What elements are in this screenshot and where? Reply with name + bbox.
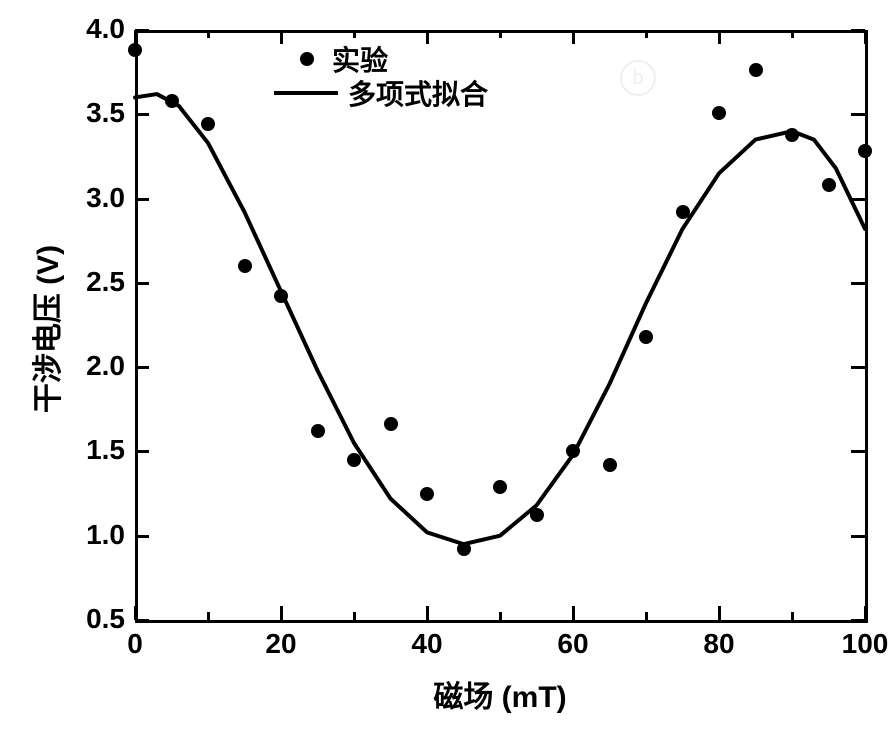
data-point bbox=[347, 453, 361, 467]
x-tick bbox=[280, 606, 283, 620]
x-tick-label: 100 bbox=[835, 628, 895, 660]
legend-marker-dot-icon bbox=[300, 52, 314, 66]
y-tick-label: 3.5 bbox=[86, 97, 125, 129]
y-tick-label: 1.0 bbox=[86, 519, 125, 551]
data-point bbox=[384, 417, 398, 431]
y-tick-label: 0.5 bbox=[86, 603, 125, 635]
data-point bbox=[238, 259, 252, 273]
y-tick-label: 1.5 bbox=[86, 434, 125, 466]
data-point bbox=[311, 424, 325, 438]
legend-marker-line-icon bbox=[274, 91, 338, 95]
x-tick bbox=[353, 612, 356, 620]
x-tick bbox=[718, 606, 721, 620]
data-point bbox=[274, 289, 288, 303]
data-point bbox=[639, 330, 653, 344]
chart-legend: 实验多项式拟合 bbox=[260, 42, 488, 110]
data-point bbox=[493, 480, 507, 494]
y-tick bbox=[851, 282, 865, 285]
x-axis-label: 磁场 (mT) bbox=[135, 672, 865, 716]
data-point bbox=[420, 487, 434, 501]
legend-row: 实验 bbox=[260, 42, 488, 76]
y-tick bbox=[135, 535, 149, 538]
data-point bbox=[785, 128, 799, 142]
y-tick-label: 4.0 bbox=[86, 13, 125, 45]
y-tick-label: 2.5 bbox=[86, 266, 125, 298]
y-tick-label: 2.0 bbox=[86, 350, 125, 382]
y-tick bbox=[135, 282, 149, 285]
x-tick-label: 20 bbox=[251, 628, 311, 660]
plot-frame-right bbox=[865, 30, 868, 623]
x-tick bbox=[499, 612, 502, 620]
data-point bbox=[165, 94, 179, 108]
x-tick bbox=[572, 606, 575, 620]
y-tick bbox=[135, 198, 149, 201]
y-tick bbox=[851, 619, 865, 622]
x-tick bbox=[645, 612, 648, 620]
data-point bbox=[603, 458, 617, 472]
watermark-icon: b bbox=[620, 60, 656, 96]
data-point bbox=[201, 117, 215, 131]
y-tick bbox=[135, 366, 149, 369]
x-tick bbox=[791, 612, 794, 620]
y-tick bbox=[851, 450, 865, 453]
data-point bbox=[128, 43, 142, 57]
x-tick bbox=[426, 606, 429, 620]
y-axis-label: 干涉电压 (V) bbox=[23, 34, 67, 624]
legend-label: 多项式拟合 bbox=[348, 73, 488, 113]
x-tick-label: 60 bbox=[543, 628, 603, 660]
data-point bbox=[566, 444, 580, 458]
y-tick bbox=[851, 366, 865, 369]
y-tick bbox=[851, 198, 865, 201]
chart-container: 0204060801000.51.01.52.02.53.03.54.0 实验多… bbox=[0, 0, 895, 745]
x-tick bbox=[134, 606, 137, 620]
y-tick bbox=[135, 113, 149, 116]
y-tick-label: 3.0 bbox=[86, 182, 125, 214]
plot-frame-top bbox=[135, 30, 868, 33]
data-point bbox=[530, 508, 544, 522]
data-point bbox=[749, 63, 763, 77]
legend-row: 多项式拟合 bbox=[260, 76, 488, 110]
data-point bbox=[712, 106, 726, 120]
data-point bbox=[822, 178, 836, 192]
y-tick bbox=[851, 113, 865, 116]
x-tick bbox=[207, 612, 210, 620]
x-tick-label: 80 bbox=[689, 628, 749, 660]
y-tick bbox=[851, 535, 865, 538]
x-tick-label: 40 bbox=[397, 628, 457, 660]
y-tick bbox=[135, 619, 149, 622]
y-tick bbox=[135, 450, 149, 453]
data-point bbox=[457, 542, 471, 556]
data-point bbox=[676, 205, 690, 219]
